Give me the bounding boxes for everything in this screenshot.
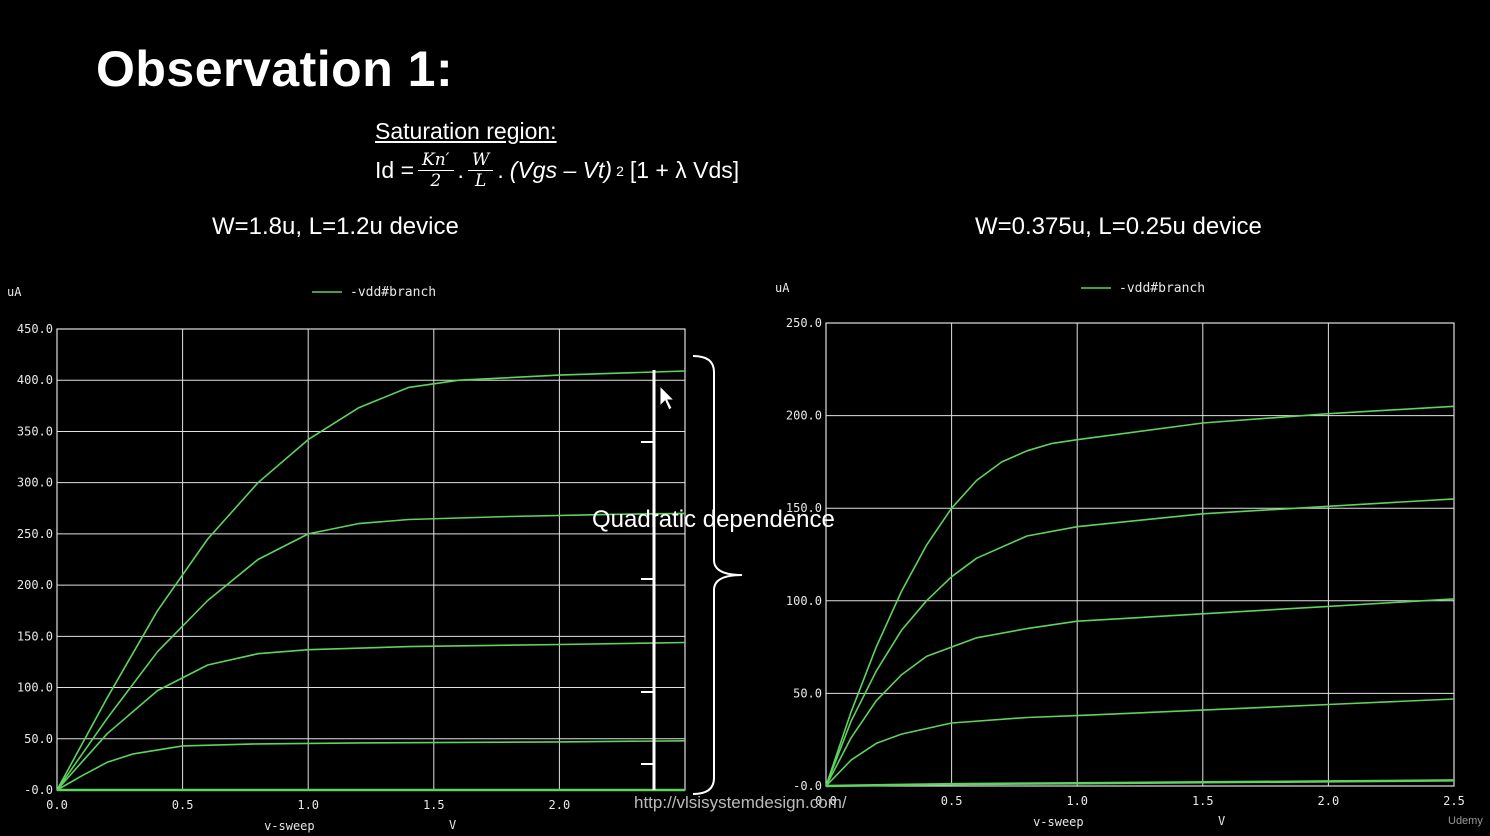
formula-kn: Kn′ [418,150,454,171]
series-line [56,641,686,791]
x-tick-label: 2.5 [1443,794,1465,808]
y-tick-label: 100.0 [786,594,822,608]
legend-label: -vdd#branch [350,285,436,300]
x-tick-label: 1.5 [1192,794,1214,808]
x-tick-label: 0.0 [815,794,837,808]
right-device-label: W=0.375u, L=0.25u device [975,213,1262,240]
udemy-watermark: Udemy [1448,815,1483,827]
formula-two: 2 [430,171,442,191]
x-tick-label: 0.5 [172,798,194,812]
x-tick-label: 1.0 [297,798,319,812]
slide-title: Observation 1: [96,41,454,97]
formula-w: W [467,150,494,171]
y-tick-label: 250.0 [786,316,822,330]
formula-fraction-kn: Kn′ 2 [418,150,454,191]
formula-dot: . [457,157,464,183]
right-chart: -0.0 50.0 100.0 150.0 200.0 250.0 0.0 0.5 1.0 1.5… [775,281,1465,829]
y-tick-label: 250.0 [17,527,53,541]
x-unit-label: V [449,818,456,832]
mouse-pointer-icon [659,384,676,411]
series-line [825,405,1455,787]
formula-tail: [1 + λ Vds] [629,157,740,183]
y-unit-label: uA [775,281,790,295]
y-tick-label: 350.0 [17,424,53,438]
series-line [56,370,686,791]
series-line [56,740,686,791]
saturation-formula: Id = Kn′ 2 . W L . (Vgs – Vt) 2 [1 + λ V… [375,150,739,191]
series-line [825,498,1455,787]
x-tick-label: 1.5 [423,798,445,812]
left-chart: -0.0 50.0 100.0 150.0 200.0 250.0 300.0 350.0 40… [7,285,686,833]
y-tick-label: 150.0 [17,629,53,643]
series-line [825,779,1455,788]
x-axis-label: v-sweep [1033,815,1084,829]
x-axis-label: v-sweep [264,819,315,833]
quadratic-dependence-label: Quadratic dependence [592,506,835,533]
y-tick-label: 300.0 [17,476,53,490]
formula-term: (Vgs – Vt) [509,157,613,183]
formula-exponent: 2 [616,162,624,179]
annotation-overlay: Quadratic dependence http://vlsisystemde… [592,355,1483,827]
y-tick-label: -0.0 [24,783,53,797]
series-line [825,598,1455,787]
website-url: http://vlsisystemdesign.com/ [634,793,847,812]
x-unit-label: V [1218,814,1225,828]
formula-dot: . [497,157,504,183]
y-tick-label: -0.0 [793,779,822,793]
y-unit-label: uA [7,285,22,299]
series-line [56,512,686,791]
formula-lhs: Id = [375,157,415,183]
x-tick-label: 0.0 [46,798,68,812]
y-tick-label: 150.0 [786,501,822,515]
x-tick-label: 2.0 [549,798,571,812]
x-tick-label: 1.0 [1066,794,1088,808]
y-tick-label: 200.0 [17,578,53,592]
y-tick-label: 400.0 [17,373,53,387]
formula-l: L [475,171,487,191]
curly-brace [692,355,743,795]
y-tick-label: 450.0 [17,322,53,336]
plot-frame [825,322,1455,787]
y-tick-label: 50.0 [793,686,822,700]
series-line [825,698,1455,787]
left-device-label: W=1.8u, L=1.2u device [212,213,459,240]
x-tick-label: 2.0 [1318,794,1340,808]
y-tick-label: 200.0 [786,409,822,423]
plot-frame [56,328,686,791]
legend-label: -vdd#branch [1119,281,1205,296]
y-tick-label: 100.0 [17,681,53,695]
saturation-region-label: Saturation region: [375,118,557,144]
formula-fraction-wl: W L [467,150,494,191]
x-tick-label: 0.5 [941,794,963,808]
y-tick-label: 50.0 [24,732,53,746]
